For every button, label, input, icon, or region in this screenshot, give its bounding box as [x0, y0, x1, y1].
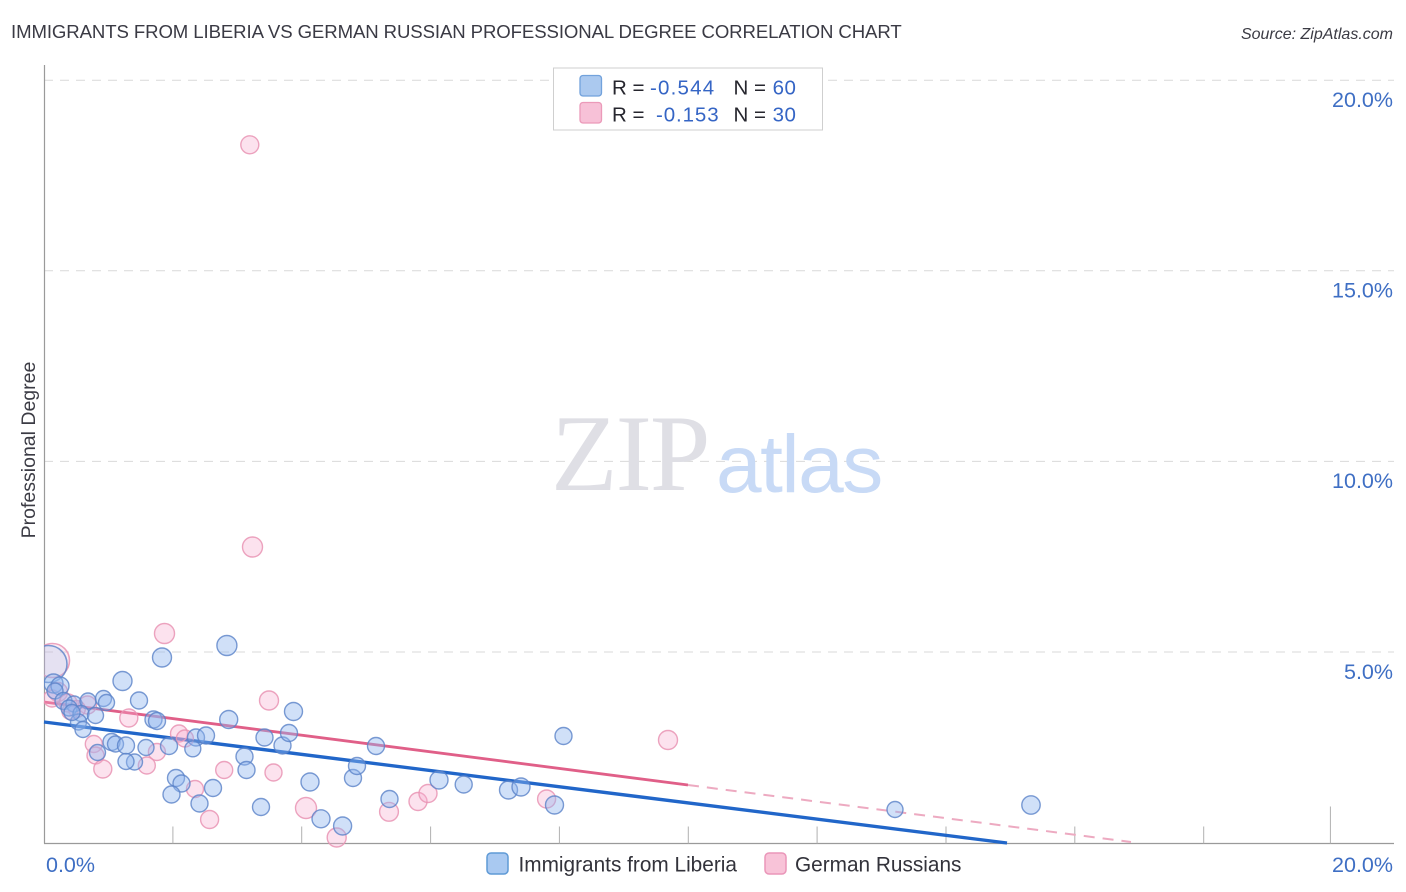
svg-text:60: 60 — [773, 77, 797, 100]
svg-text:-0.153: -0.153 — [656, 104, 720, 127]
svg-text:10.0%: 10.0% — [1332, 469, 1393, 493]
svg-text:5.0%: 5.0% — [1344, 660, 1393, 684]
svg-text:R =: R = — [612, 77, 644, 100]
svg-text:Source: ZipAtlas.com: Source: ZipAtlas.com — [1241, 26, 1393, 43]
svg-text:N =: N = — [734, 104, 766, 127]
svg-text:atlas: atlas — [716, 419, 882, 510]
svg-text:R =: R = — [612, 104, 644, 127]
svg-text:Professional Degree: Professional Degree — [18, 362, 40, 539]
svg-text:Immigrants from Liberia: Immigrants from Liberia — [519, 854, 738, 877]
svg-text:20.0%: 20.0% — [1332, 853, 1393, 877]
svg-text:15.0%: 15.0% — [1332, 279, 1393, 303]
svg-text:0.0%: 0.0% — [46, 853, 95, 877]
svg-text:-0.544: -0.544 — [650, 77, 715, 100]
svg-text:30: 30 — [773, 104, 797, 127]
svg-text:N =: N = — [734, 77, 766, 100]
svg-text:20.0%: 20.0% — [1332, 88, 1393, 112]
svg-text:IMMIGRANTS FROM LIBERIA VS GER: IMMIGRANTS FROM LIBERIA VS GERMAN RUSSIA… — [11, 21, 902, 42]
svg-text:German Russians: German Russians — [795, 854, 961, 877]
svg-text:ZIP: ZIP — [551, 393, 709, 514]
